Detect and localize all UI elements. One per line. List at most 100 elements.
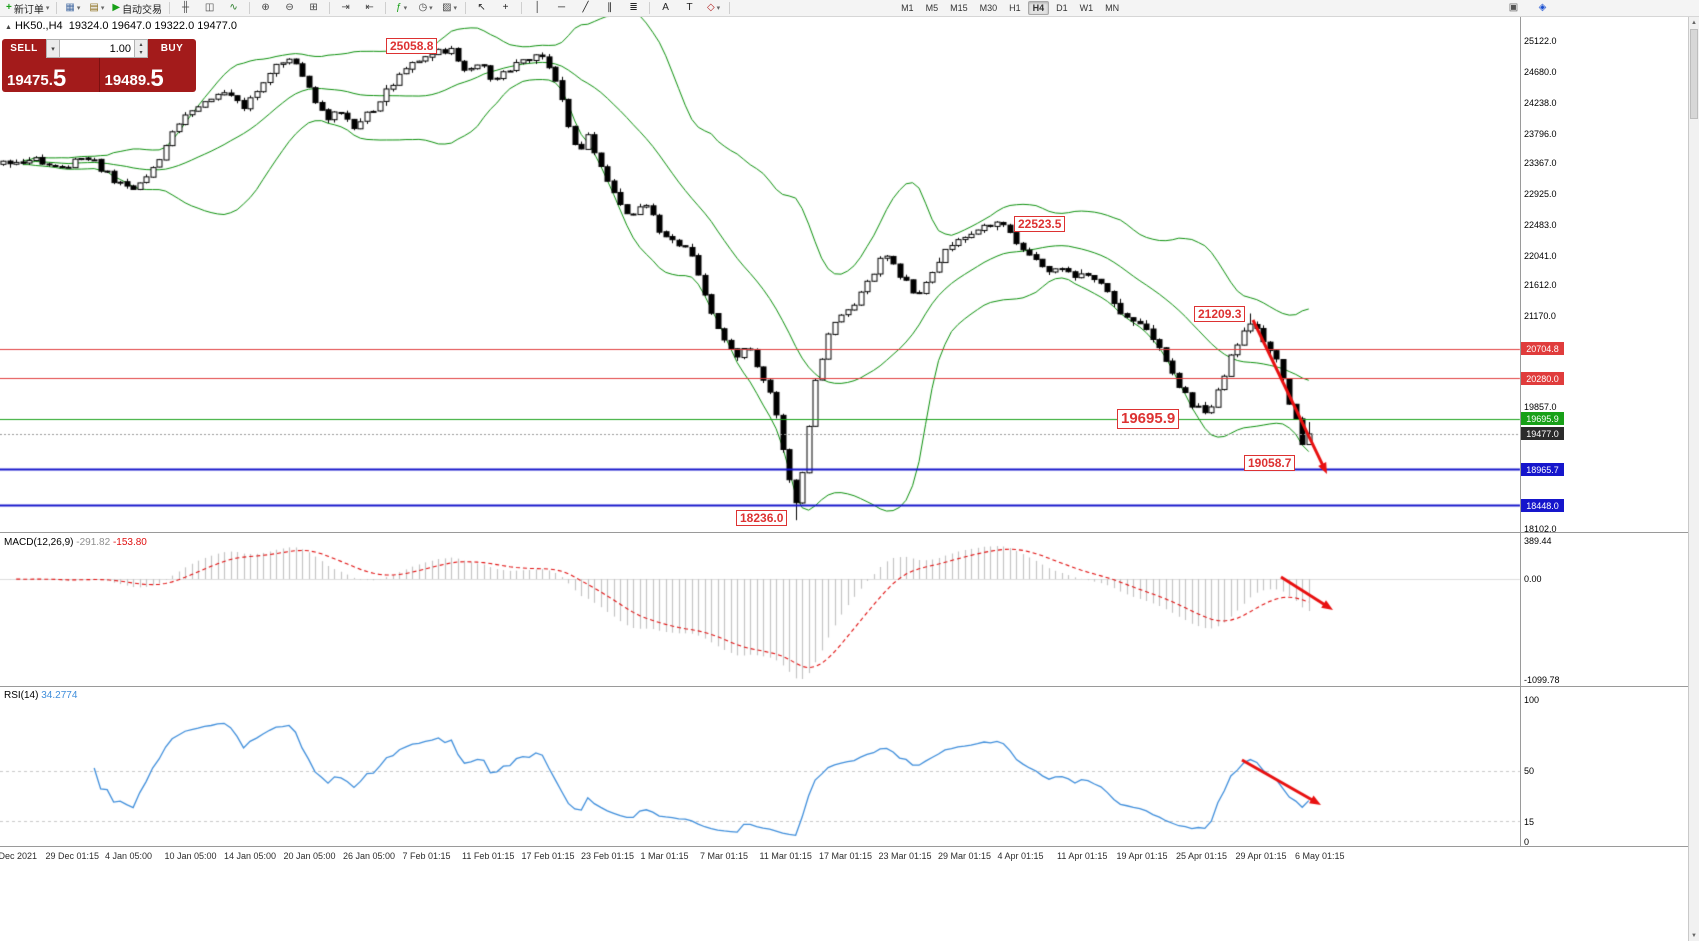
indicators-button[interactable]: ƒ ▾ [390,0,413,17]
ohlc-close: 19477.0 [197,20,238,32]
crosshair-icon: + [502,2,509,13]
chart-shift-button[interactable]: ⇤ [358,0,381,17]
auto-trading-label: 自动交易 [122,4,163,16]
timeframe-d1-button[interactable]: D1 [1056,3,1068,13]
timeframe-h1-button[interactable]: H1 [1009,3,1021,13]
fibonacci-icon: ≣ [629,2,638,13]
new-chart-button[interactable]: ▦ ▾ [61,0,84,17]
zoom-in-icon: ⊕ [261,2,270,13]
scroll-down-button[interactable]: ▼ [1689,930,1699,941]
dropdown-arrow-icon: ▾ [76,5,81,12]
scrollbar-thumb[interactable] [1690,29,1698,119]
toolbar-separator [521,2,523,14]
volume-input[interactable] [60,39,135,58]
macd-signal-value: -153.80 [112,537,147,548]
ohlc-low: 19322.0 [154,20,195,32]
rsi-label: RSI(14) 34.2774 [4,690,77,701]
chart-line-icon: ∿ [229,2,238,13]
text-label-icon: T [686,2,693,13]
timeframe-m15-button[interactable]: M15 [950,3,968,13]
timeframe-mn-button[interactable]: MN [1105,3,1120,13]
text-icon: A [662,2,669,13]
cursor-icon: ↖ [477,2,486,13]
toolbar-right-icons: ▣ ◈ [1502,0,1554,17]
vertical-line-button[interactable]: │ [526,0,549,17]
arrows-tool-icon: ◇ [706,2,715,13]
new-order-button[interactable]: + 新订单 ▾ [3,0,52,17]
data-window-button[interactable]: ▣ [1502,0,1525,17]
text-button[interactable]: A [654,0,677,17]
ohlc-high: 19647.0 [111,20,152,32]
toolbar-separator [169,2,171,14]
toolbar-buttons: + 新订单 ▾ ▦ ▾ ▤ ▾ ▶ 自动交易 ╫ ◫ ∿ ⊕ ⊖ ⊞ ⇥ ⇤ ƒ ▾ ◷ ▾ ▨ ▾ ↖ + │ ─ ╱ ∥ ≣ A T ◇ ▾ [3,0,733,17]
strategy-tester-button[interactable]: ◈ [1531,0,1554,17]
text-label-button[interactable]: T [678,0,701,17]
toolbar-separator [465,2,467,14]
dropdown-arrow-icon: ▾ [429,5,433,12]
toolbar-separator [729,2,731,14]
zoom-out-icon: ⊖ [285,2,294,13]
scroll-down-icon: ▼ [1691,932,1697,939]
toolbar-separator [249,2,251,14]
scrollbar[interactable]: ▲ ▼ [1688,17,1699,941]
fibonacci-button[interactable]: ≣ [622,0,645,17]
sell-button[interactable]: SELL [2,39,46,58]
sell-price-main: 19475. [7,71,53,89]
auto-trading-icon: ▶ [112,2,121,13]
auto-scroll-button[interactable]: ⇥ [334,0,357,17]
indicators-icon: ƒ [396,2,402,13]
toolbar-separator [385,2,387,14]
buy-button[interactable]: BUY [148,39,196,58]
crosshair-button[interactable]: + [494,0,517,17]
ohlc-open: 19324.0 [68,20,109,32]
timeframe-m30-button[interactable]: M30 [979,3,998,13]
chart-candles-button[interactable]: ◫ [198,0,221,17]
panel-separator-rsi-time[interactable] [0,846,1688,847]
horizontal-line-button[interactable]: ─ [550,0,573,17]
periods-icon: ◷ [418,2,428,13]
scroll-up-button[interactable]: ▲ [1689,17,1699,28]
panel-separator-main-macd[interactable] [0,532,1688,533]
auto-trading-button[interactable]: ▶ 自动交易 [109,0,165,17]
timeframe-m1-button[interactable]: M1 [901,3,914,13]
zoom-out-button[interactable]: ⊖ [278,0,301,17]
new-order-icon: + [6,2,12,13]
chart-bars-button[interactable]: ╫ [174,0,197,17]
chart-bars-icon: ╫ [182,2,190,13]
chart-symbol: HK50.,H4 [14,20,63,32]
panel-separator-macd-rsi[interactable] [0,686,1688,687]
chevron-down-icon: ▾ [51,45,55,53]
profiles-button[interactable]: ▤ ▾ [85,0,108,17]
periods-button[interactable]: ◷ ▾ [414,0,437,17]
equidistant-channel-icon: ∥ [607,2,613,13]
tile-windows-icon: ⊞ [309,2,318,13]
trendline-button[interactable]: ╱ [574,0,597,17]
buy-price-big-digit: 5 [150,64,164,92]
arrows-tool-button[interactable]: ◇ ▾ [702,0,725,17]
timeframe-m5-button[interactable]: M5 [925,3,939,13]
templates-button[interactable]: ▨ ▾ [438,0,461,17]
timeframe-w1-button[interactable]: W1 [1079,3,1094,13]
toolbar-spacer [733,8,896,9]
equidistant-channel-button[interactable]: ∥ [598,0,621,17]
stepper-up-icon: ▴ [139,42,143,48]
toolbar-separator [329,2,331,14]
rsi-name: RSI(14) [4,690,39,701]
price-axis-separator [1520,17,1521,846]
sell-price[interactable]: 19475. 5 [2,58,99,92]
templates-icon: ▨ [442,2,452,13]
zoom-in-button[interactable]: ⊕ [254,0,277,17]
timeframe-h4-button[interactable]: H4 [1027,1,1050,15]
volume-stepper[interactable]: ▴ ▾ [135,39,148,58]
strategy-tester-icon: ◈ [1538,2,1547,13]
chart-marker-icon: ▲ [5,24,12,31]
tile-windows-button[interactable]: ⊞ [302,0,325,17]
chart-shift-icon: ⇤ [365,2,374,13]
scroll-up-icon: ▲ [1691,19,1697,26]
buy-price[interactable]: 19489. 5 [98,58,197,92]
cursor-button[interactable]: ↖ [470,0,493,17]
toolbar-separator [649,2,651,14]
chart-line-button[interactable]: ∿ [222,0,245,17]
volume-dropdown-button[interactable]: ▾ [46,39,60,58]
